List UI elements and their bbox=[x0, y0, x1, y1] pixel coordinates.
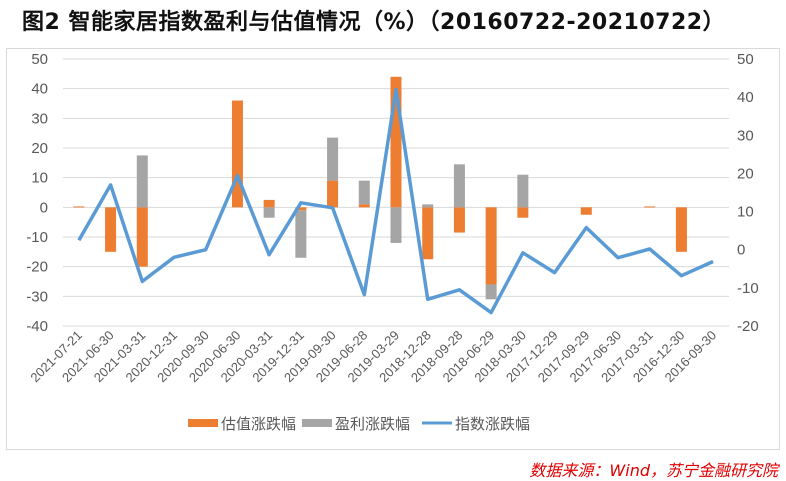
valuation-bar bbox=[263, 199, 275, 208]
index-line bbox=[77, 87, 714, 315]
valuation-bar bbox=[390, 76, 402, 208]
y-left-tick: 20 bbox=[31, 140, 48, 157]
valuation-bar bbox=[485, 207, 497, 285]
earnings-bar bbox=[327, 137, 339, 181]
valuation-bar bbox=[295, 207, 307, 211]
y-left-tick: 30 bbox=[31, 110, 48, 127]
earnings-bar bbox=[390, 207, 402, 243]
y-left-tick: 0 bbox=[40, 199, 48, 216]
legend-label: 估值涨跌幅 bbox=[221, 415, 296, 433]
legend-label: 盈利涨跌幅 bbox=[335, 415, 410, 433]
legend-label: 指数涨跌幅 bbox=[455, 415, 530, 433]
valuation-bar bbox=[327, 180, 339, 208]
y-right-tick: 50 bbox=[737, 51, 754, 68]
earnings-bar bbox=[422, 204, 434, 208]
data-source-note: 数据来源：Wind，苏宁金融研究院 bbox=[529, 461, 778, 480]
valuation-bar bbox=[580, 207, 592, 215]
valuation-bar bbox=[644, 206, 656, 208]
y-left-tick: -30 bbox=[26, 288, 48, 305]
earnings-bar bbox=[295, 210, 307, 258]
y-left-tick: -20 bbox=[26, 259, 48, 276]
valuation-bar bbox=[675, 207, 687, 252]
y-left-tick: -40 bbox=[26, 318, 48, 335]
y-left-tick: 50 bbox=[31, 51, 48, 68]
valuation-bar bbox=[231, 100, 243, 208]
chart-frame bbox=[6, 48, 780, 450]
y-right-tick: -10 bbox=[737, 280, 759, 297]
y-left-tick: -10 bbox=[26, 229, 48, 246]
y-right-tick: 0 bbox=[737, 242, 745, 259]
legend: 估值涨跌幅 盈利涨跌幅 指数涨跌幅 bbox=[188, 415, 530, 433]
legend-swatch bbox=[302, 419, 332, 427]
valuation-bar bbox=[73, 206, 85, 208]
y-right-tick: 10 bbox=[737, 204, 754, 221]
valuation-bar bbox=[422, 207, 434, 260]
y-right-tick: 30 bbox=[737, 127, 754, 144]
y-right-tick: -20 bbox=[737, 318, 759, 335]
earnings-bar bbox=[517, 174, 529, 208]
earnings-bar bbox=[263, 207, 275, 218]
chart-title: 图2 智能家居指数盈利与估值情况（%）（20160722-20210722） bbox=[22, 10, 726, 35]
valuation-bar bbox=[453, 207, 465, 233]
y-left-tick: 10 bbox=[31, 170, 48, 187]
y-right-tick: 40 bbox=[737, 89, 754, 106]
earnings-bar bbox=[453, 164, 465, 208]
earnings-bar bbox=[358, 180, 370, 205]
earnings-bar bbox=[485, 284, 497, 300]
y-right-tick: 20 bbox=[737, 165, 754, 182]
valuation-bar bbox=[517, 207, 529, 218]
valuation-bar bbox=[105, 207, 117, 252]
valuation-bar bbox=[358, 204, 370, 208]
earnings-bar bbox=[136, 155, 148, 208]
legend-swatch bbox=[188, 419, 218, 427]
y-left-tick: 40 bbox=[31, 81, 48, 98]
valuation-bar bbox=[136, 207, 148, 267]
